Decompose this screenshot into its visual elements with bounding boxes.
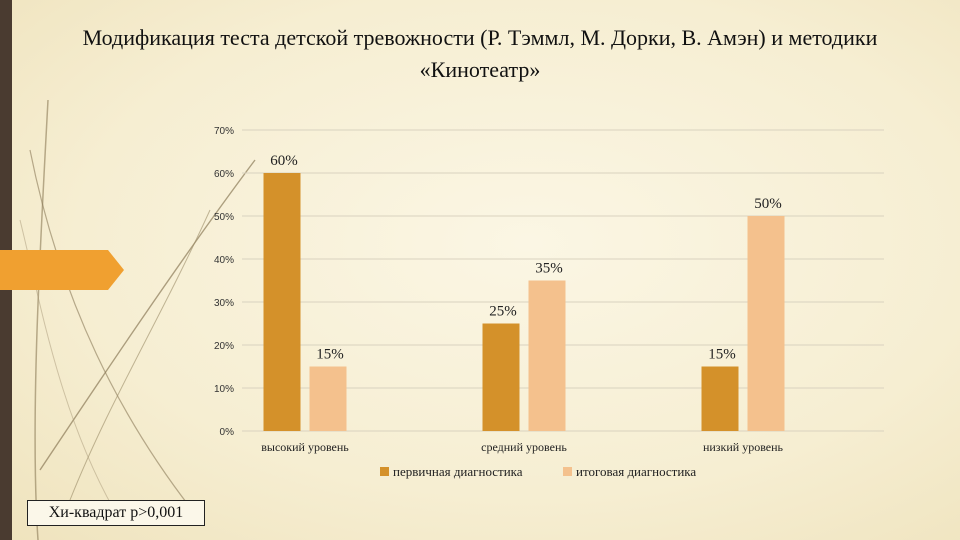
- data-label: 35%: [535, 261, 563, 277]
- data-label: 15%: [316, 347, 344, 363]
- legend-swatch: [380, 467, 389, 476]
- bar: [528, 280, 566, 431]
- chi-square-note: Хи-квадрат p>0,001: [27, 500, 205, 526]
- page-title: Модификация теста детской тревожности (Р…: [82, 25, 878, 82]
- y-tick-label: 0%: [220, 427, 235, 438]
- data-label: 60%: [270, 153, 298, 169]
- bar: [747, 216, 785, 431]
- bar: [263, 173, 301, 431]
- data-label: 25%: [489, 304, 517, 320]
- data-label: 50%: [754, 196, 782, 212]
- legend-label: первичная диагностика: [393, 464, 523, 479]
- y-tick-label: 50%: [214, 212, 234, 223]
- y-tick-label: 20%: [214, 341, 234, 352]
- x-category-label: низкий уровень: [703, 440, 784, 454]
- accent-tab: [0, 250, 124, 290]
- bar: [309, 366, 347, 431]
- y-tick-label: 70%: [214, 126, 234, 137]
- y-tick-label: 10%: [214, 384, 234, 395]
- decorative-branch-lines: [0, 99, 256, 540]
- bar: [701, 366, 739, 431]
- data-label: 15%: [708, 347, 736, 363]
- y-tick-label: 40%: [214, 255, 234, 266]
- legend-label: итоговая диагностика: [576, 464, 696, 479]
- bar: [482, 323, 520, 431]
- y-tick-label: 60%: [214, 169, 234, 180]
- y-tick-label: 30%: [214, 298, 234, 309]
- x-category-label: высокий уровень: [261, 440, 349, 454]
- x-category-label: средний уровень: [481, 440, 567, 454]
- legend-swatch: [563, 467, 572, 476]
